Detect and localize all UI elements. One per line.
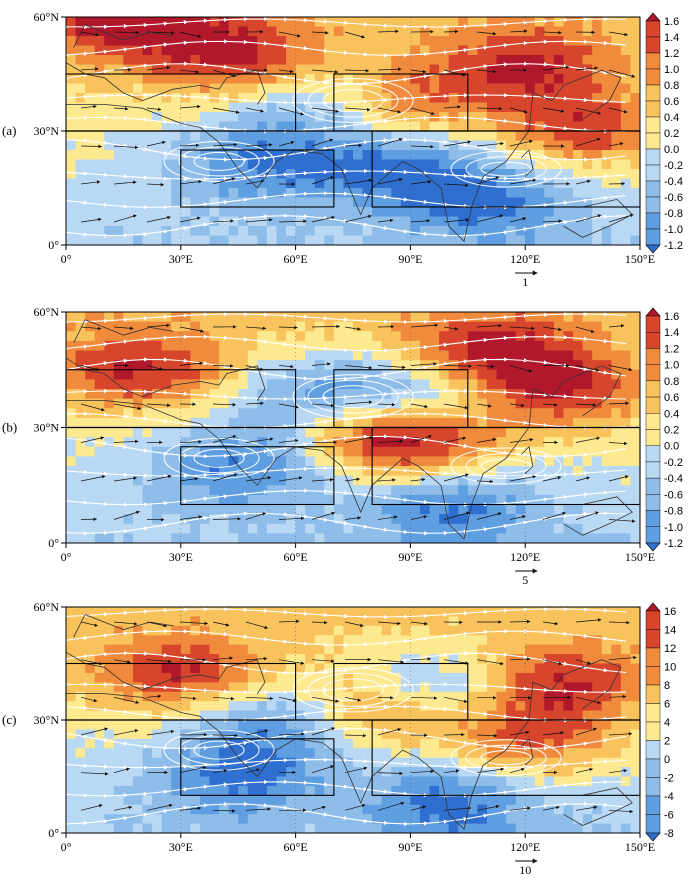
colorbar-tick-label: -6 — [664, 810, 674, 822]
colorbar-tick-label: -0.8 — [664, 208, 683, 220]
colorbar-tick-label: 0.4 — [664, 408, 679, 420]
panel-label: (c) — [2, 712, 16, 727]
lon-tick-label: 90°E — [398, 550, 422, 564]
lat-tick-label: 0° — [48, 536, 59, 550]
colorbar-tick-label: 1.6 — [664, 311, 679, 323]
lat-tick-label: 30°N — [34, 421, 60, 435]
lon-tick-label: 30°E — [169, 840, 193, 854]
reference-vector-label: 10 — [519, 863, 531, 877]
lon-tick-label: 120°E — [510, 252, 540, 266]
lat-tick-label: 60°N — [34, 600, 60, 614]
colorbar-tick-label: 0 — [664, 754, 670, 766]
region-box — [180, 738, 335, 796]
anomaly-field — [66, 312, 640, 543]
lat-tick-label: 30°N — [34, 713, 60, 727]
anomaly-field — [66, 17, 640, 245]
colorbar-tick-label: 0.6 — [664, 392, 679, 404]
colorbar-tick-label: 1.4 — [664, 32, 679, 44]
wind-vectors — [80, 618, 637, 814]
colorbar-tick-label: 12 — [664, 643, 676, 655]
colorbar-tick-label: 0.6 — [664, 96, 679, 108]
lat-tick-label: 0° — [48, 826, 59, 840]
colorbar-tick-label: 6 — [664, 699, 670, 711]
colorbar-tick-label: -8 — [664, 828, 674, 840]
colorbar-tick-label: 0.8 — [664, 376, 679, 388]
lon-tick-label: 0° — [61, 840, 72, 854]
lon-tick-label: 60°E — [284, 840, 308, 854]
anomaly-field — [66, 607, 640, 833]
colorbar-tick-label: -1.2 — [664, 240, 683, 252]
colorbar-tick-label: 0.2 — [664, 128, 679, 140]
lat-tick-label: 60°N — [34, 305, 60, 319]
lat-tick-label: 30°N — [34, 124, 60, 138]
lat-tick-label: 0° — [48, 238, 59, 252]
colorbar-tick-label: -0.6 — [664, 192, 683, 204]
wind-vectors — [80, 29, 636, 223]
colorbar-tick-label: 8 — [664, 680, 670, 692]
colorbar-tick-label: 1.4 — [664, 327, 679, 339]
lon-tick-label: 30°E — [169, 252, 193, 266]
colorbar-tick-label: -0.4 — [664, 473, 683, 485]
region-box — [180, 149, 335, 208]
colorbar-tick-label: 0.2 — [664, 425, 679, 437]
colorbar-tick-label: 10 — [664, 662, 676, 674]
colorbar-tick-label: 0.0 — [664, 441, 679, 453]
colorbar-tick-label: 1.2 — [664, 343, 679, 355]
lon-tick-label: 60°E — [284, 252, 308, 266]
lon-tick-label: 150°E — [625, 550, 655, 564]
wind-vectors — [80, 323, 636, 523]
panel-label: (a) — [2, 123, 16, 138]
lon-tick-label: 150°E — [625, 840, 655, 854]
region-box — [180, 446, 335, 506]
colorbar: 1.6 1.4 1.2 1.0 0.8 0.6 0.4 0.2 0.0 -0.2 -0.4 -0.6 -… — [645, 12, 683, 254]
colorbar-tick-label: -0.2 — [664, 457, 683, 469]
lon-tick-label: 90°E — [398, 252, 422, 266]
colorbar: 16 14 12 10 8 6 4 2 0 -2 -4 -6 -8 — [645, 602, 676, 842]
panel-label: (b) — [2, 420, 17, 435]
colorbar-tick-label: 1.6 — [664, 16, 679, 28]
colorbar-tick-label: 1.2 — [664, 48, 679, 60]
colorbar: 1.6 1.4 1.2 1.0 0.8 0.6 0.4 0.2 0.0 -0.2 -0.4 -0.6 -… — [645, 307, 683, 552]
colorbar-tick-label: -0.8 — [664, 506, 683, 518]
colorbar-tick-label: 16 — [664, 606, 676, 618]
colorbar-tick-label: 1.0 — [664, 360, 679, 372]
lon-tick-label: 150°E — [625, 252, 655, 266]
colorbar-tick-label: -0.6 — [664, 489, 683, 501]
lon-tick-label: 120°E — [510, 840, 540, 854]
streamlines — [66, 312, 627, 536]
colorbar-tick-label: -1.2 — [664, 538, 683, 550]
colorbar-tick-label: -0.4 — [664, 176, 683, 188]
lon-tick-label: 0° — [61, 550, 72, 564]
lon-tick-label: 30°E — [169, 550, 193, 564]
colorbar-tick-label: -2 — [664, 773, 674, 785]
colorbar-tick-label: 14 — [664, 625, 676, 637]
reference-vector-label: 1 — [522, 275, 528, 289]
lon-tick-label: 0° — [61, 252, 72, 266]
colorbar-tick-label: -1.0 — [664, 224, 683, 236]
reference-vector-label: 5 — [522, 573, 528, 587]
colorbar-tick-label: 0.0 — [664, 144, 679, 156]
lat-tick-label: 60°N — [34, 10, 60, 24]
colorbar-tick-label: -1.0 — [664, 522, 683, 534]
map-panel-b: 0° 30°N 60°N 0° 30°E 60°E 90°E 120°E 150°E (b) 5 1.… — [2, 305, 683, 587]
colorbar-tick-label: 0.8 — [664, 80, 679, 92]
lon-tick-label: 60°E — [284, 550, 308, 564]
colorbar-tick-label: -0.2 — [664, 160, 683, 172]
map-panel-c: 0°30°N60°N0° 30°E 60°E 90°E 120°E 150°E(c)101… — [2, 600, 676, 877]
colorbar-tick-label: 4 — [664, 717, 670, 729]
colorbar-tick-label: -4 — [664, 791, 674, 803]
lon-tick-label: 120°E — [510, 550, 540, 564]
colorbar-tick-label: 2 — [664, 736, 670, 748]
colorbar-tick-label: 1.0 — [664, 64, 679, 76]
map-panel-a: 0° 30°N 60°N 0° 30°E 60°E 90°E 120°E 150°E (a) 1 1.… — [2, 10, 683, 289]
colorbar-tick-label: 0.4 — [664, 112, 679, 124]
lon-tick-label: 90°E — [398, 840, 422, 854]
